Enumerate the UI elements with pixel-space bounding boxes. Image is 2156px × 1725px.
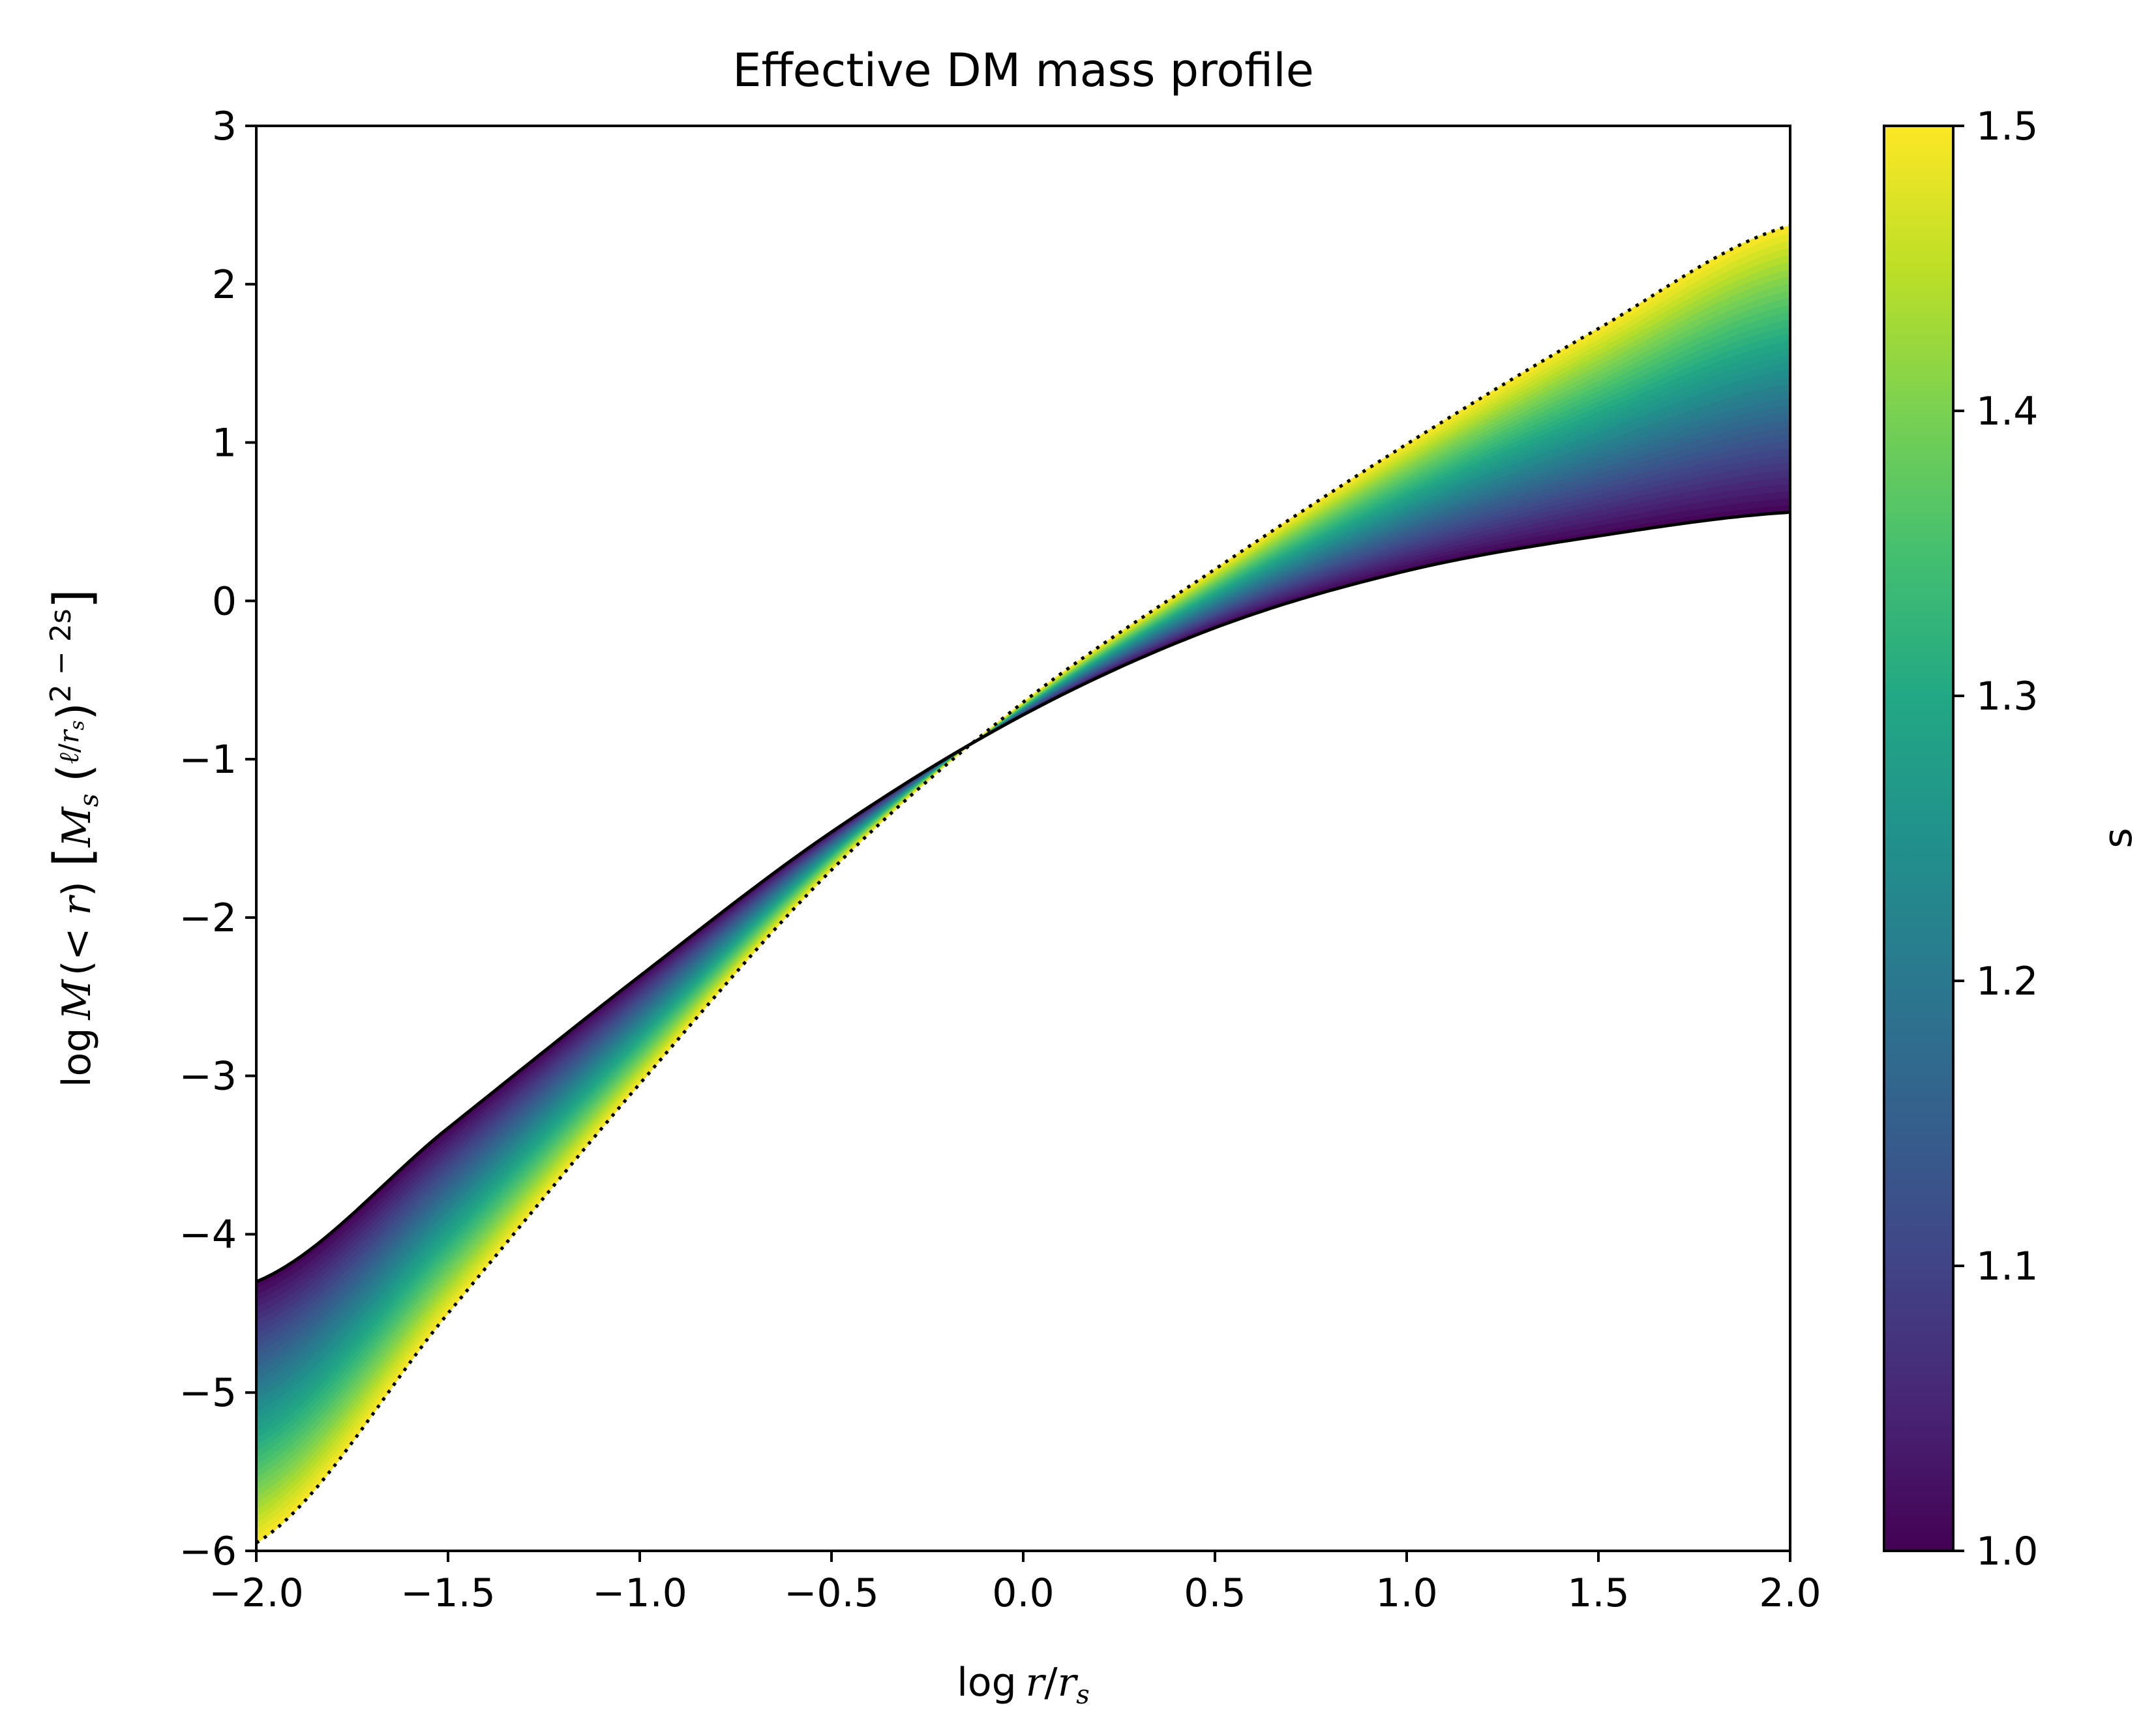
x-axis: −2.0 −1.5 −1.0 −0.5 0.0 0.5 1.0 1.5 2.0 (209, 1551, 1821, 1616)
colorbar-tick-label: 1.4 (1976, 389, 2038, 434)
x-tick-label: −0.5 (784, 1570, 879, 1616)
svg-text:logM(< r)[Ms(ℓ/rs)2 − 2s]: logM(< r)[Ms(ℓ/rs)2 − 2s] (44, 589, 104, 1087)
y-axis: −6 −5 −4 −3 −2 −1 0 1 2 3 (179, 104, 256, 1574)
y-tick-label: −1 (179, 737, 237, 783)
y-axis-label: logM(< r)[Ms(ℓ/rs)2 − 2s] (44, 589, 104, 1087)
x-tick-label: −1.5 (400, 1570, 496, 1616)
x-tick-label: −2.0 (209, 1570, 304, 1616)
x-tick-label: −1.0 (592, 1570, 687, 1616)
colorbar: 1.0 1.1 1.2 1.3 1.4 1.5 s (1883, 104, 2141, 1574)
colorbar-tick-label: 1.2 (1976, 959, 2038, 1004)
y-tick-label: −3 (179, 1054, 237, 1100)
x-tick-label: 2.0 (1759, 1570, 1821, 1616)
series-lines (256, 224, 1790, 1545)
y-tick-label: 2 (212, 262, 237, 308)
series-line-s1 (256, 510, 1790, 1283)
y-tick-label: −5 (179, 1370, 237, 1416)
colorbar-tick-label: 1.3 (1976, 674, 2038, 719)
colorbar-label: s (2095, 828, 2141, 848)
colorbar-frame (1883, 125, 1954, 1552)
colorbar-tick-label: 1.0 (1976, 1529, 2038, 1574)
colorbar-tick-label: 1.5 (1976, 104, 2038, 149)
y-tick-label: −4 (179, 1212, 237, 1257)
x-tick-label: 1.0 (1375, 1570, 1437, 1616)
colorbar-gradient (1884, 126, 1953, 1551)
plot-area: −2.0 −1.5 −1.0 −0.5 0.0 0.5 1.0 1.5 2.0 −6 −5 −4 −3… (179, 104, 1821, 1616)
y-tick-label: −2 (179, 895, 237, 941)
y-tick-label: −6 (179, 1529, 237, 1574)
y-tick-label: 0 (212, 578, 237, 624)
y-tick-label: 1 (212, 421, 237, 466)
x-axis-label: log r/rs (957, 1660, 1090, 1710)
colorbar-ticks: 1.0 1.1 1.2 1.3 1.4 1.5 (1953, 104, 2038, 1574)
y-tick-label: 3 (212, 104, 237, 149)
s-gradient-fill (256, 225, 1790, 1544)
chart-title: Effective DM mass profile (732, 44, 1314, 97)
colorbar-tick-label: 1.1 (1976, 1244, 2038, 1289)
x-tick-label: 0.5 (1184, 1570, 1246, 1616)
plot-frame (255, 125, 1791, 1552)
x-tick-label: 0.0 (992, 1570, 1054, 1616)
series-line-s1-5 (256, 224, 1790, 1545)
x-tick-label: 1.5 (1567, 1570, 1629, 1616)
